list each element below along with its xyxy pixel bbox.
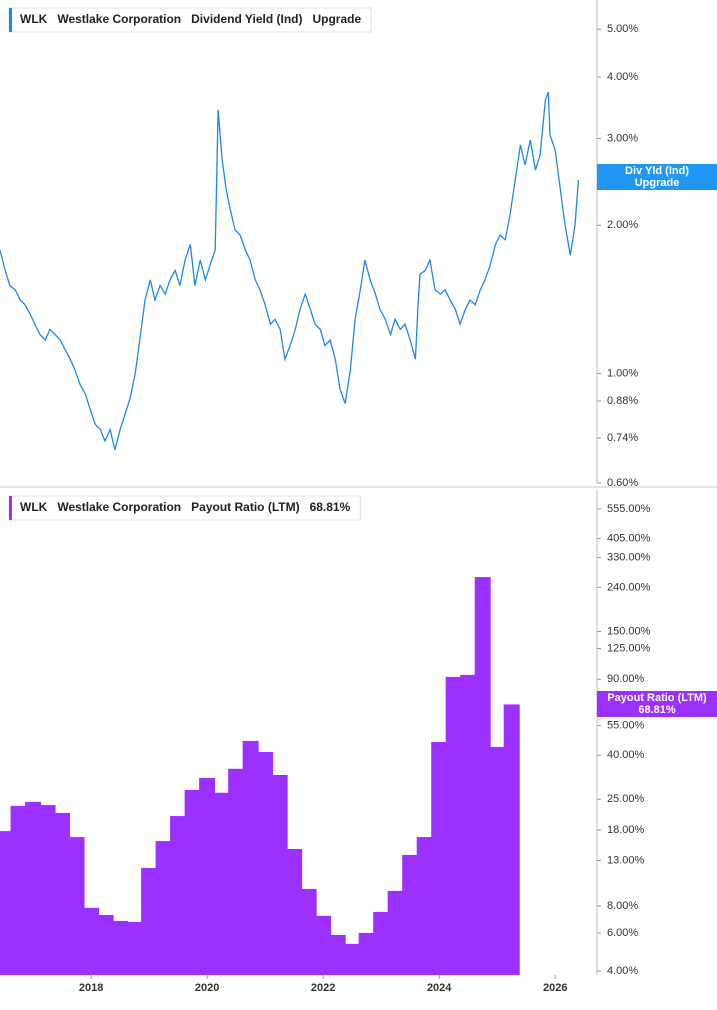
bar [155,841,172,975]
legend-box [8,495,361,521]
bar [315,915,332,975]
x-tick-label: 2024 [427,982,452,994]
bar [83,907,100,975]
bar [97,914,114,975]
bar [257,752,274,975]
bar [402,854,419,975]
y-tick-label: 240.00% [607,581,651,593]
y-tick-label: 5.00% [607,23,638,35]
bar [54,812,71,975]
y-tick-label: 25.00% [607,793,645,805]
y-tick-label: 0.60% [607,477,638,489]
bar [242,740,259,975]
y-tick-label: 330.00% [607,551,651,563]
y-tick-label: 0.74% [607,432,638,444]
y-tick-label: 4.00% [607,71,638,83]
y-tick-label: 55.00% [607,719,645,731]
bar [271,774,288,975]
y-tick-label: 2.00% [607,219,638,231]
bar [474,577,491,975]
bar [39,805,56,975]
x-tick-label: 2018 [79,982,103,994]
tag-value: Upgrade [635,177,680,189]
value-tag [597,691,717,717]
bar [184,790,201,975]
bar [460,674,477,975]
bar [503,704,520,975]
data-line [0,91,580,451]
legend-ticker: WLK [20,500,48,514]
y-tick-label: 18.00% [607,824,645,836]
bar [431,741,448,975]
bar [300,888,317,975]
legend-value: 68.81% [310,500,351,514]
bar [199,777,216,975]
bar [445,676,462,975]
bar [344,943,361,975]
y-tick-label: 40.00% [607,749,645,761]
bar [112,920,129,975]
y-tick-label: 90.00% [607,673,645,685]
legend-series: Dividend Yield (Ind) [191,12,302,26]
bar [25,801,42,975]
bar [387,890,404,975]
bar [489,746,506,975]
x-tick-label: 2026 [543,982,567,994]
y-tick-label: 405.00% [607,532,651,544]
bar [170,816,187,975]
y-tick-label: 13.00% [607,854,645,866]
y-tick-label: 6.00% [607,927,638,939]
bar [416,837,433,975]
legend-ticker: WLK [20,12,48,26]
legend-value: Upgrade [312,12,361,26]
bar [286,849,303,975]
bar [126,921,143,975]
y-tick-label: 555.00% [607,503,651,515]
bar [329,935,346,975]
legend-swatch [9,8,12,32]
y-tick-label: 150.00% [607,625,651,637]
bar [228,768,245,975]
tag-value: 68.81% [638,704,676,716]
bar [141,868,158,975]
y-tick-label: 125.00% [607,642,651,654]
bar [10,805,27,975]
legend-company: Westlake Corporation [57,12,181,26]
y-tick-label: 3.00% [607,132,638,144]
y-tick-label: 1.00% [607,368,638,380]
legend-box [8,7,372,33]
bar [213,792,230,975]
bar [68,837,85,975]
bar [373,911,390,975]
y-tick-label: 0.88% [607,395,638,407]
tag-label: Div Yld (Ind) [625,165,689,177]
value-tag [597,164,717,190]
legend-company: Westlake Corporation [57,500,181,514]
bar [358,932,375,975]
x-tick-label: 2020 [195,982,219,994]
x-tick-label: 2022 [311,982,335,994]
legend-series: Payout Ratio (LTM) [191,500,299,514]
y-tick-label: 8.00% [607,900,638,912]
tag-label: Payout Ratio (LTM) [607,692,707,704]
bar [0,831,13,975]
legend-swatch [9,496,12,520]
y-tick-label: 4.00% [607,965,638,977]
